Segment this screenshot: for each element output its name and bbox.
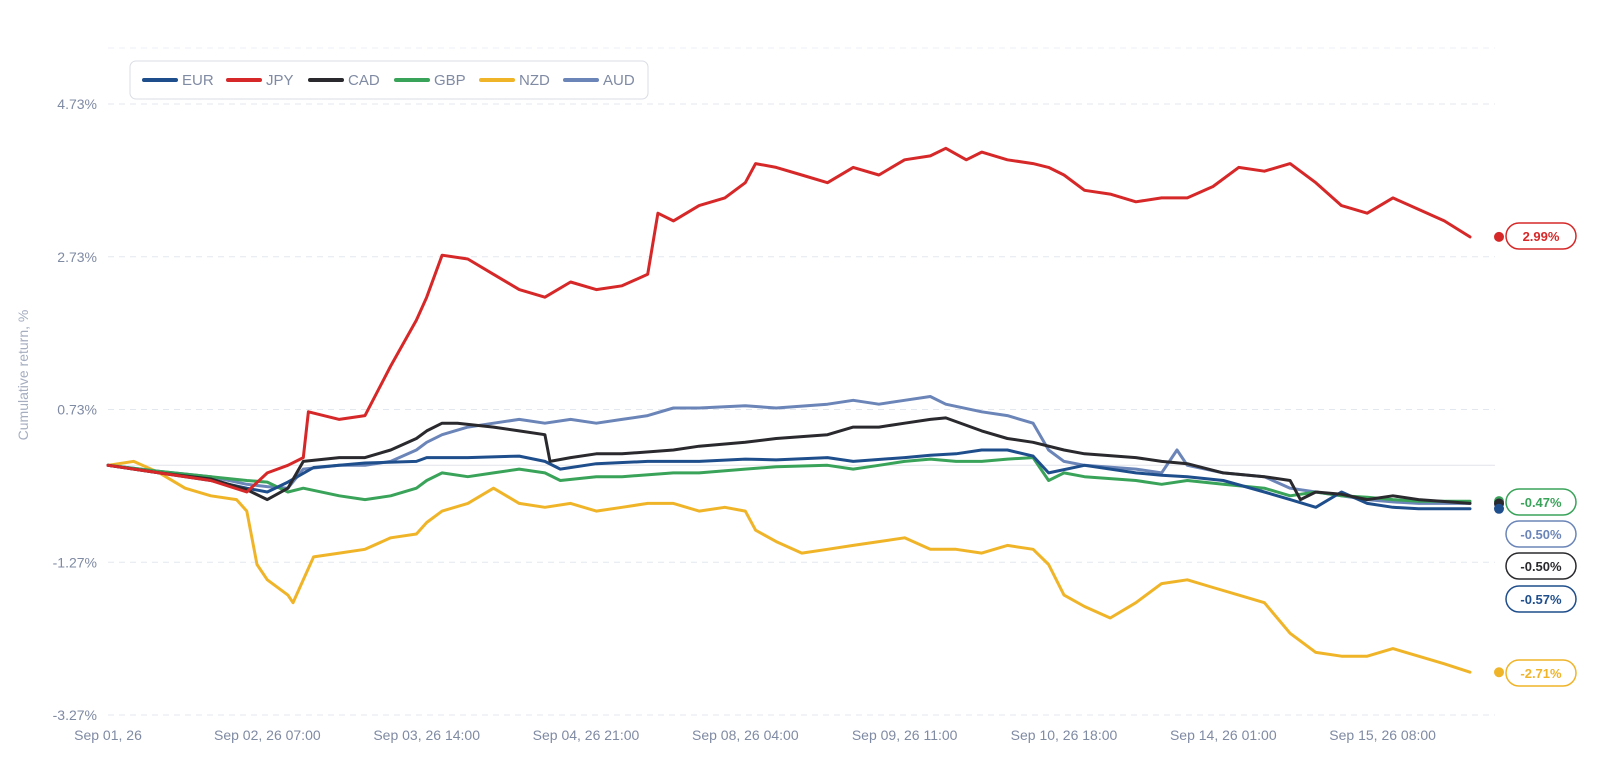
x-tick-label: Sep 10, 26 18:00: [1011, 727, 1118, 743]
legend-item-jpy[interactable]: JPY: [226, 72, 294, 89]
y-tick-label: 2.73%: [57, 249, 97, 265]
legend-label: CAD: [348, 72, 380, 89]
legend-label: JPY: [266, 72, 294, 89]
end-label-cad: -0.50%: [1494, 498, 1577, 580]
end-label-value: -2.71%: [1520, 666, 1562, 681]
x-tick-label: Sep 08, 26 04:00: [692, 727, 799, 743]
series-lines: [106, 146, 1472, 674]
end-dot: [1494, 503, 1504, 514]
end-dot: [1494, 231, 1504, 242]
legend-item-nzd[interactable]: NZD: [479, 72, 550, 89]
legend-box: [129, 60, 649, 100]
end-label-badge: [1505, 520, 1577, 548]
y-tick-label: 4.73%: [57, 96, 97, 112]
legend-item-gbp[interactable]: GBP: [394, 72, 466, 89]
y-tick-label: -1.27%: [53, 554, 97, 570]
end-label-gbp: -0.47%: [1494, 488, 1577, 516]
legend: EUR JPY CAD GBP NZD AUD: [129, 60, 649, 100]
end-label-eur: -0.57%: [1494, 503, 1577, 613]
grid-lines: [108, 47, 1495, 716]
x-tick-label: Sep 02, 26 07:00: [214, 727, 321, 743]
series-line-gbp: [106, 456, 1472, 503]
end-label-aud: -0.50%: [1494, 498, 1577, 548]
legend-label: GBP: [434, 72, 466, 89]
end-label-jpy: 2.99%: [1494, 222, 1577, 250]
series-line-eur: [106, 448, 1472, 511]
y-tick-label: 0.73%: [57, 402, 97, 418]
series-line-nzd: [106, 459, 1472, 674]
legend-label: AUD: [603, 72, 635, 89]
y-axis-ticks: 4.73% 2.73% 0.73% -1.27% -3.27%: [53, 96, 97, 723]
x-tick-label: Sep 15, 26 08:00: [1329, 727, 1436, 743]
end-label-value: 2.99%: [1523, 229, 1560, 244]
end-label-badge: [1505, 552, 1577, 580]
end-label-value: -0.57%: [1520, 592, 1562, 607]
legend-label: NZD: [519, 72, 550, 89]
x-tick-label: Sep 04, 26 21:00: [533, 727, 640, 743]
legend-item-eur[interactable]: EUR: [142, 72, 214, 89]
end-label-badge: [1505, 659, 1577, 687]
x-axis-ticks: Sep 01, 26 Sep 02, 26 07:00 Sep 03, 26 14:…: [74, 727, 1436, 743]
x-tick-label: Sep 03, 26 14:00: [373, 727, 480, 743]
series-line-jpy: [106, 146, 1472, 494]
end-label-value: -0.47%: [1520, 495, 1562, 510]
legend-label: EUR: [182, 72, 214, 89]
end-label-nzd: -2.71%: [1494, 659, 1577, 687]
end-label-badge: [1505, 222, 1577, 250]
x-tick-label: Sep 01, 26: [74, 727, 142, 743]
end-label-value: -0.50%: [1520, 527, 1562, 542]
end-dot: [1494, 667, 1504, 678]
legend-item-aud[interactable]: AUD: [563, 72, 635, 89]
end-label-value: -0.50%: [1520, 559, 1562, 574]
series-line-cad: [106, 416, 1472, 505]
y-axis-title: Cumulative return, %: [15, 310, 31, 441]
legend-item-cad[interactable]: CAD: [308, 72, 380, 89]
x-tick-label: Sep 14, 26 01:00: [1170, 727, 1277, 743]
end-label-badge: [1505, 488, 1577, 516]
end-labels: 2.99% -0.47% -0.50% -0.50% -0.57% -2.71%: [1494, 222, 1577, 687]
x-tick-label: Sep 09, 26 11:00: [852, 727, 958, 743]
end-label-badge: [1505, 585, 1577, 613]
y-tick-label: -3.27%: [53, 707, 97, 723]
